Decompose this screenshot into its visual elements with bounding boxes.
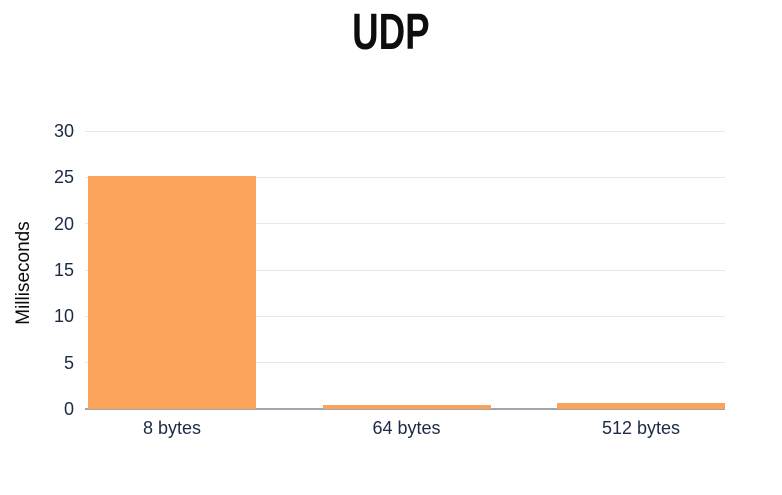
y-tick-label-15: 15 bbox=[53, 260, 74, 280]
bar-512-bytes bbox=[557, 403, 725, 409]
gridline-10 bbox=[85, 315, 725, 317]
y-tick-label-25: 25 bbox=[53, 167, 74, 188]
x-tick-label-64-bytes: 64 bytes bbox=[372, 418, 441, 438]
x-tick-label-512-bytes: 512 bytes bbox=[601, 418, 681, 438]
gridline-30 bbox=[85, 130, 725, 132]
y-tick-label-0: 0 bbox=[63, 399, 74, 419]
x-tick-label-8-bytes: 8 bytes bbox=[142, 418, 202, 438]
chart-title: UDP bbox=[0, 4, 782, 60]
y-tick-label-5: 5 bbox=[63, 352, 74, 373]
gridline-5 bbox=[85, 362, 725, 364]
bar-64-bytes bbox=[322, 405, 491, 409]
y-tick-label-30: 30 bbox=[53, 121, 74, 141]
y-tick-label-10: 10 bbox=[53, 306, 74, 327]
bar-8-bytes bbox=[88, 176, 256, 409]
gridline-20 bbox=[85, 223, 725, 225]
x-axis-line bbox=[85, 408, 725, 410]
plot-area: 0 5 10 15 20 25 30 8 bytes 64 bytes 512 bytes bbox=[54, 121, 725, 438]
gridline-15 bbox=[85, 269, 725, 271]
y-tick-label-20: 20 bbox=[53, 213, 74, 234]
gridline-25 bbox=[85, 176, 725, 178]
chart-title-text: UDP bbox=[352, 3, 430, 60]
